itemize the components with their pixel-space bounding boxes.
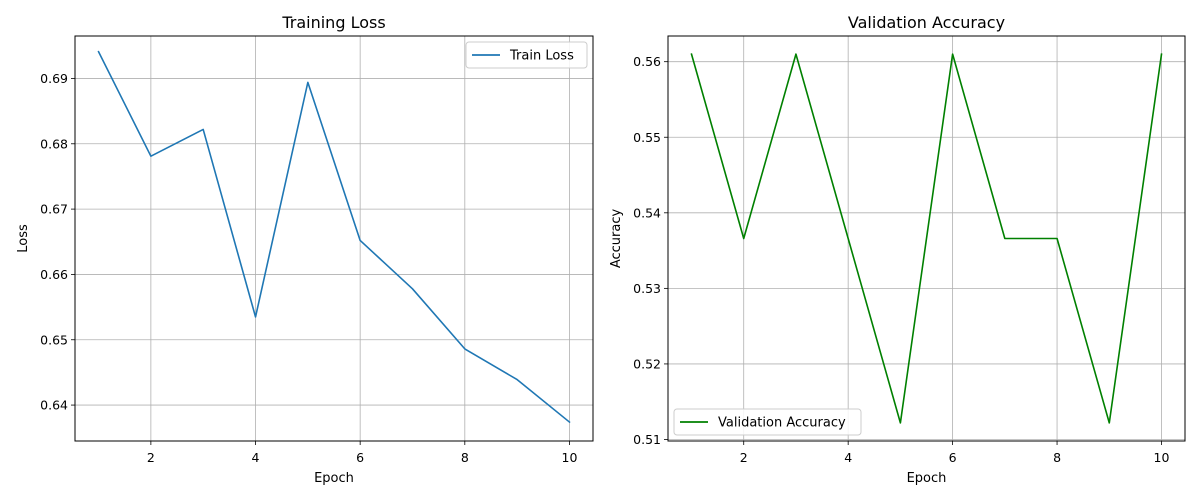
- x-tick-label: 4: [252, 450, 260, 465]
- chart-panel-2: 2 4 6 8 10 0.51 0.52 0.53 0.54 0.55 0.56 Validation…: [609, 13, 1186, 486]
- x-tick-label: 2: [740, 450, 748, 465]
- chart-title: Validation Accuracy: [848, 13, 1005, 32]
- x-tick-label: 4: [844, 450, 852, 465]
- legend-label: Validation Accuracy: [718, 416, 846, 431]
- x-axis-label: Epoch: [314, 471, 354, 486]
- axes-frame: [74, 35, 594, 442]
- series-line-1: [97, 50, 571, 424]
- chart-title: Training Loss: [281, 13, 385, 32]
- x-tick-label: 10: [562, 450, 578, 465]
- plot-area: [75, 36, 593, 441]
- series-line-1: [690, 53, 1163, 424]
- x-tick-label: 8: [1053, 450, 1061, 465]
- legend-label: Train Loss: [509, 49, 574, 64]
- y-axis-label: Accuracy: [609, 209, 624, 269]
- y-tick-label: 0.66: [40, 267, 68, 282]
- y-tick-label: 0.54: [633, 205, 661, 220]
- x-tick-label: 6: [949, 450, 957, 465]
- x-tick-label: 10: [1154, 450, 1170, 465]
- x-tick-label: 8: [461, 450, 469, 465]
- chart-panel-1: 2 4 6 8 10 0.64 0.65 0.66 0.67 0.68 0.69 Training L…: [16, 13, 594, 486]
- x-axis-label: Epoch: [907, 471, 947, 486]
- legend-box: [465, 41, 588, 69]
- legend: Validation Accuracy: [673, 408, 862, 436]
- y-tick-label: 0.69: [40, 71, 68, 86]
- y-tick-label: 0.55: [633, 130, 661, 145]
- legend-box: [673, 408, 862, 436]
- y-tick-label: 0.67: [40, 202, 68, 217]
- y-axis-label: Loss: [16, 224, 31, 253]
- y-tick-label: 0.65: [40, 332, 68, 347]
- y-tick-label: 0.56: [633, 54, 661, 69]
- x-tick-label: 6: [356, 450, 364, 465]
- y-tick-label: 0.51: [633, 432, 661, 447]
- legend: Train Loss: [465, 41, 588, 69]
- y-tick-label: 0.53: [633, 281, 661, 296]
- y-tick-label: 0.68: [40, 136, 68, 151]
- y-tick-label: 0.64: [40, 398, 68, 413]
- axes-frame: [667, 35, 1186, 442]
- x-tick-label: 2: [147, 450, 155, 465]
- y-tick-label: 0.52: [633, 356, 661, 371]
